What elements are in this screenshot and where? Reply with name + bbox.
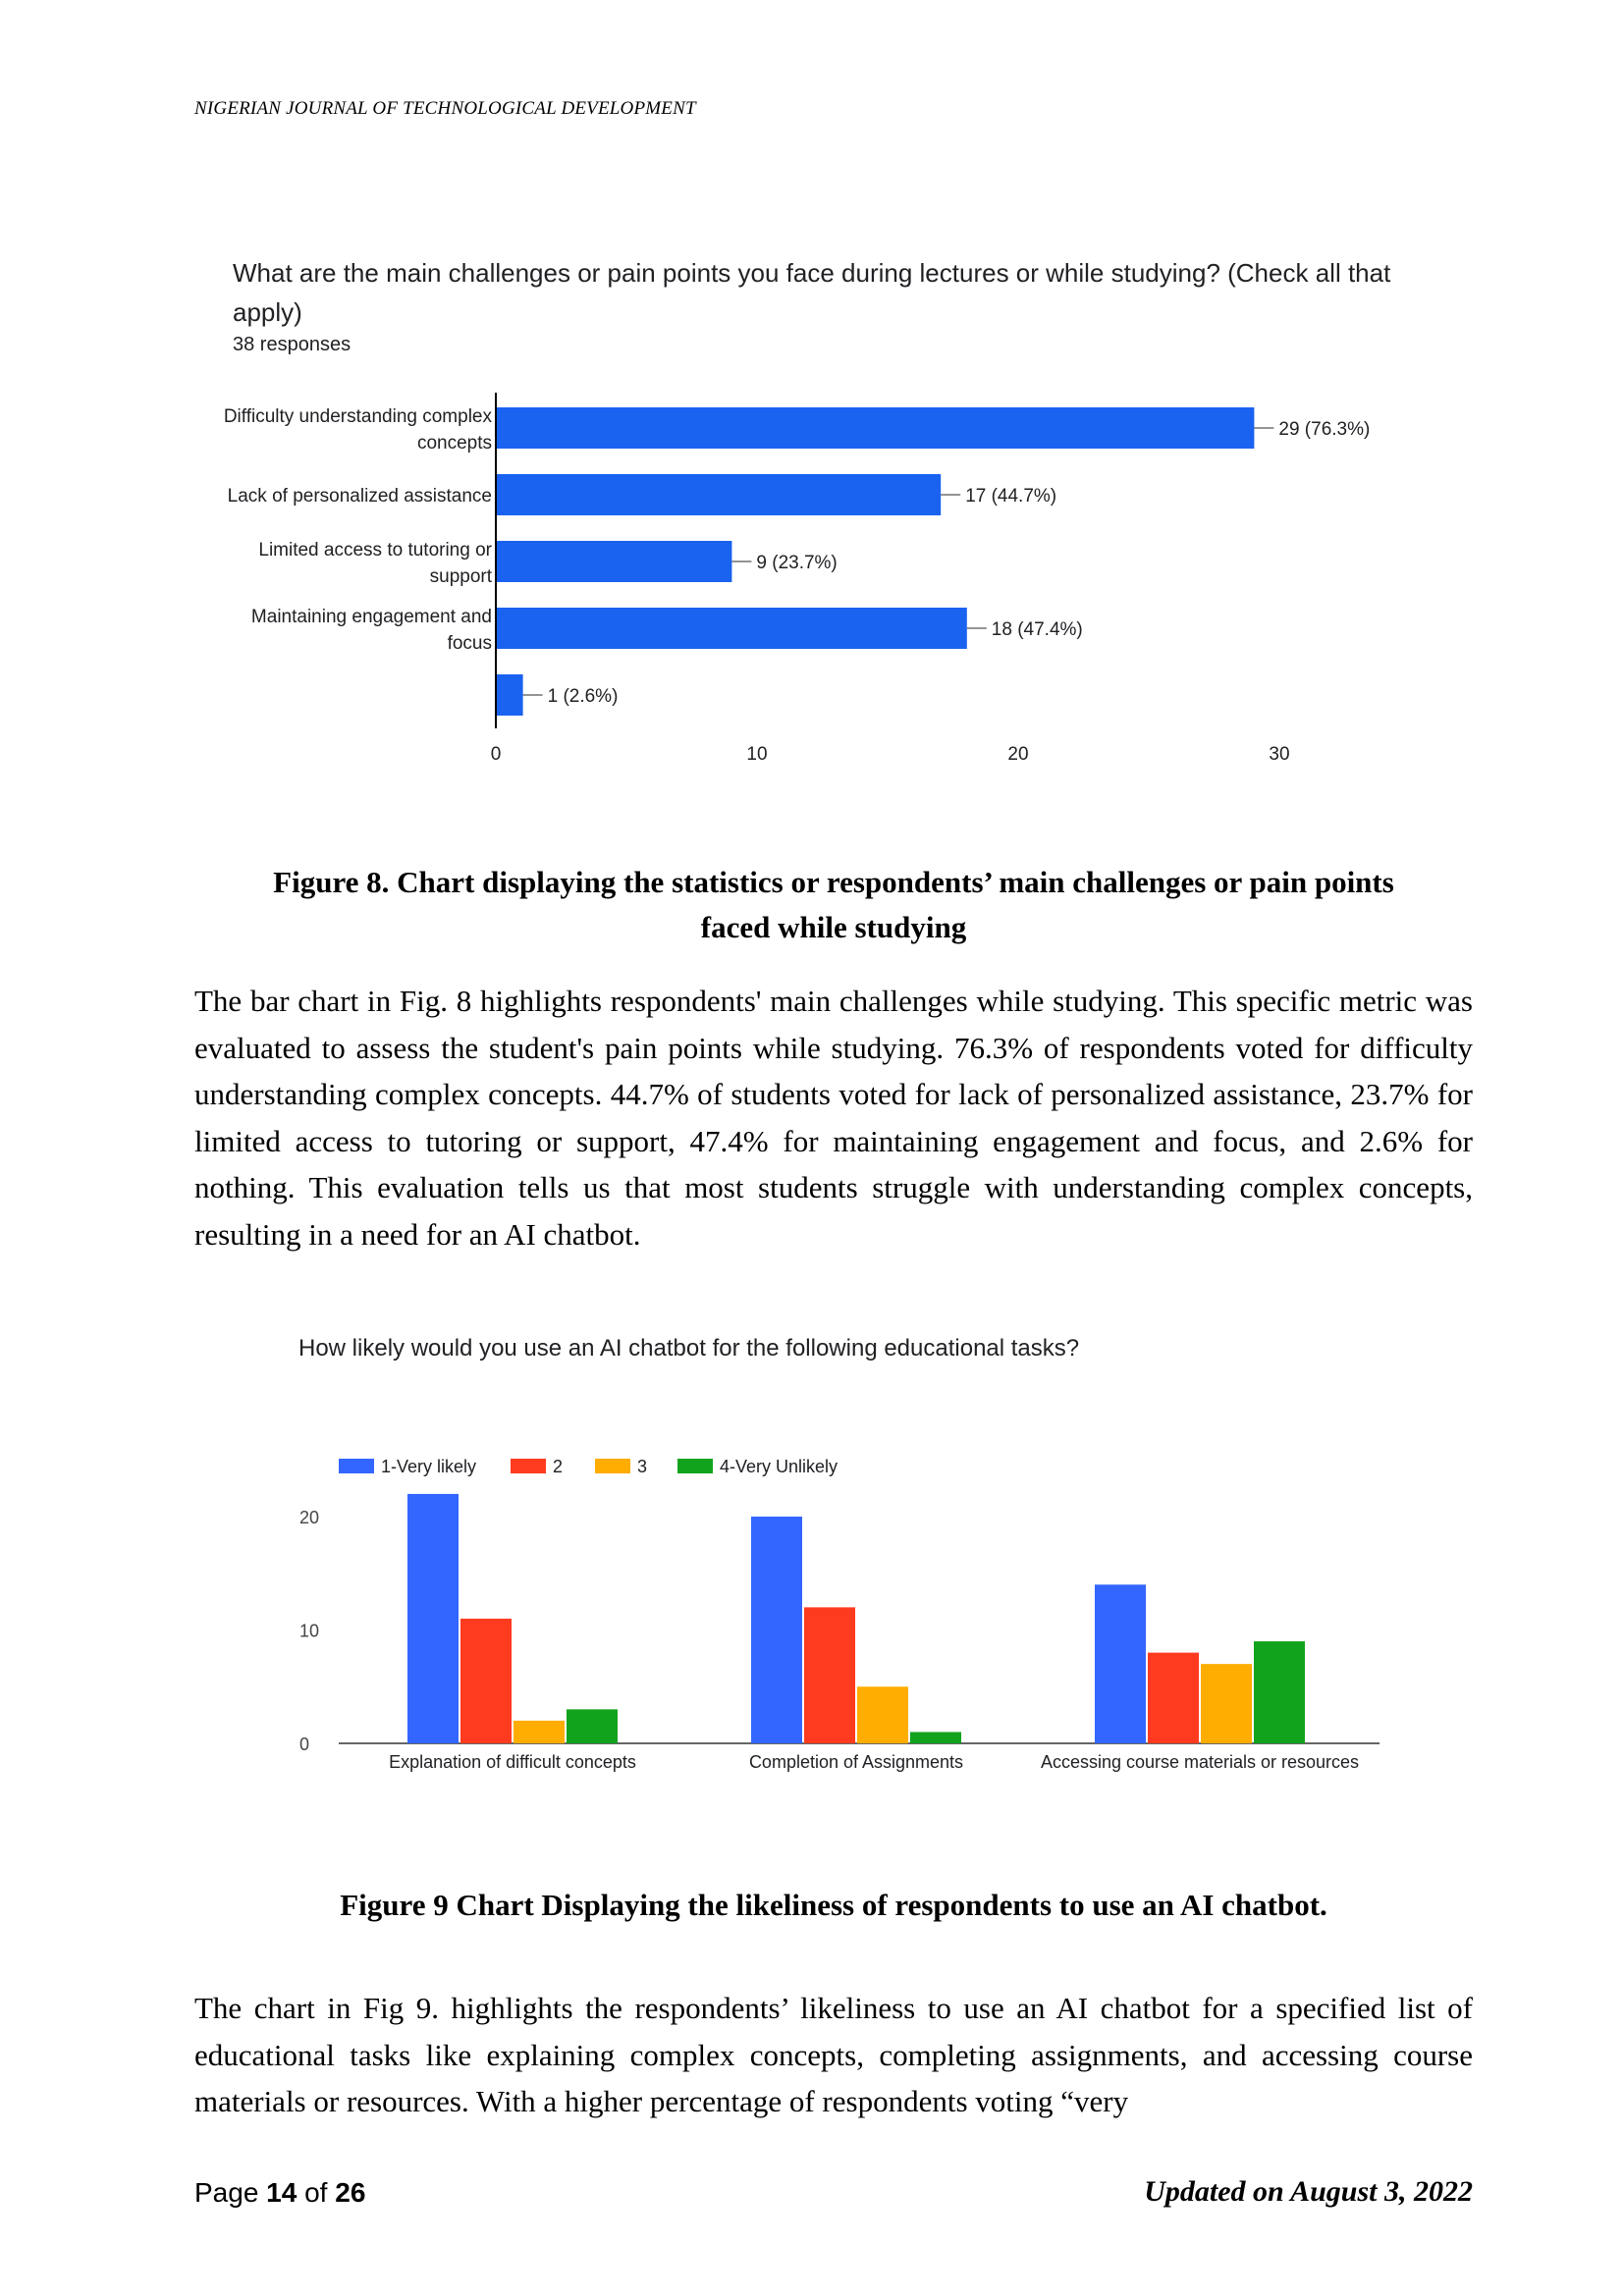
figure8-bar xyxy=(497,407,1255,449)
figure8-x-tick: 30 xyxy=(1269,744,1289,765)
figure8-category-label: focus xyxy=(448,633,492,654)
figure8-response-count: 38 responses xyxy=(233,334,352,355)
figure8-caption-line2: faced while studying xyxy=(700,910,967,944)
paragraph-fig8: The bar chart in Fig. 8 highlights respo… xyxy=(194,984,1473,1252)
figure9-legend-label: 3 xyxy=(637,1457,647,1476)
figure9-category-label: Accessing course materials or resources xyxy=(1041,1752,1359,1772)
figure8-bar xyxy=(497,608,967,649)
figure9-legend-label: 1-Very likely xyxy=(381,1457,476,1476)
figure9-legend-swatch xyxy=(511,1459,546,1473)
figure8-bar xyxy=(497,541,732,582)
figure8-category-label: Difficulty understanding complex xyxy=(224,406,493,427)
page-number: Page 14 of 26 xyxy=(194,2177,366,2208)
updated-date: Updated on August 3, 2022 xyxy=(1144,2175,1473,2208)
figure9-bar xyxy=(460,1618,512,1743)
figure8-data-label: 9 (23.7%) xyxy=(756,553,837,573)
figure8-x-tick: 0 xyxy=(491,744,502,765)
figure8-category-label: Lack of personalized assistance xyxy=(228,486,492,507)
figure9-bar xyxy=(514,1720,565,1743)
figure9-category-label: Completion of Assignments xyxy=(749,1752,963,1772)
figure9-grouped-bar-chart: 0 10 20 Explanation of difficult concepts Co… xyxy=(299,1457,1380,1772)
figure8-chart-title: What are the main challenges or pain poi… xyxy=(233,258,1391,327)
figure9-legend-label: 2 xyxy=(553,1457,563,1476)
figure8-data-label: 29 (76.3%) xyxy=(1278,419,1370,440)
figure8-category-label: Maintaining engagement and xyxy=(251,607,492,627)
figure9-y-tick: 0 xyxy=(299,1735,309,1754)
figure8-category-label: concepts xyxy=(417,433,492,454)
figure9-bar xyxy=(407,1493,459,1743)
figure9-y-tick: 10 xyxy=(299,1622,319,1641)
figure8-caption-line1: Figure 8. Chart displaying the statistic… xyxy=(273,865,1394,899)
figure9-legend-swatch xyxy=(677,1459,713,1473)
figure9-caption: Figure 9 Chart Displaying the likeliness… xyxy=(340,1888,1327,1922)
figure9-bar xyxy=(751,1517,802,1743)
figure8-caption: Figure 8. Chart displaying the statistic… xyxy=(194,860,1473,950)
figure8-bar xyxy=(497,474,942,515)
figure8-x-tick: 10 xyxy=(746,744,767,765)
figure9-bar xyxy=(567,1709,618,1743)
figure9-bar xyxy=(1254,1641,1305,1743)
figure9-bar xyxy=(1095,1584,1146,1743)
figure9-category-label: Explanation of difficult concepts xyxy=(389,1752,636,1772)
figure8-category-label: Limited access to tutoring or xyxy=(258,540,492,561)
figure9-y-tick: 20 xyxy=(299,1508,319,1527)
figure9-bar xyxy=(910,1732,961,1743)
figure8-data-label: 18 (47.4%) xyxy=(992,619,1083,640)
paragraph-fig9: The chart in Fig 9. highlights the respo… xyxy=(194,1991,1473,2118)
figure8-bar-chart: 29 (76.3%) Difficulty understanding compl… xyxy=(224,393,1370,765)
figure8-data-label: 17 (44.7%) xyxy=(965,486,1056,507)
figure9-bar xyxy=(1148,1652,1199,1743)
figure8-x-tick: 20 xyxy=(1007,744,1028,765)
figure9-bar xyxy=(857,1686,908,1743)
figure8-category-label: support xyxy=(430,566,493,587)
figure9-legend-swatch xyxy=(339,1459,374,1473)
figure8-bar xyxy=(497,674,523,716)
figure9-bar xyxy=(804,1607,855,1743)
journal-header: NIGERIAN JOURNAL OF TECHNOLOGICAL DEVELO… xyxy=(194,98,696,119)
figure9-chart-title: How likely would you use an AI chatbot f… xyxy=(298,1335,1080,1362)
figure8-data-label: 1 (2.6%) xyxy=(548,686,619,707)
figure9-legend-label: 4-Very Unlikely xyxy=(720,1457,838,1476)
figure9-bar xyxy=(1201,1664,1252,1743)
figure9-legend-swatch xyxy=(595,1459,630,1473)
